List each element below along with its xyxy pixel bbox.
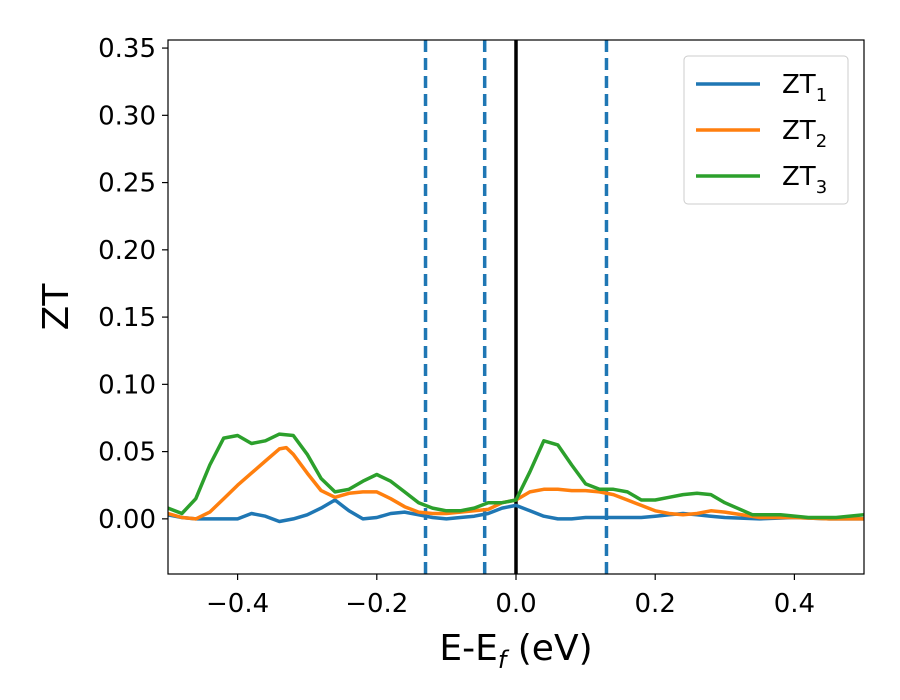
legend-label-zt1: ZT1 [782,70,827,106]
series-line-zt2 [168,445,864,521]
legend-label-sub: 1 [816,85,827,106]
x-axis-label: E-Ef (eV) [439,628,592,674]
series-layer [168,432,864,524]
y-tick-label: 0.00 [98,505,156,535]
legend-label-sub: 3 [816,177,827,198]
legend-label-zt2: ZT2 [782,116,827,152]
legend-label-sub: 2 [816,131,827,152]
y-tick-label: 0.10 [98,370,156,400]
y-axis: 0.00 0.05 0.10 0.15 0.20 0.25 0.30 0.35 [98,34,168,535]
series-line-zt3 [168,432,864,520]
y-tick-label: 0.25 [98,169,156,199]
x-tick-label: −0.2 [345,589,408,619]
y-axis-label: ZT [36,283,77,331]
y-tick-label: 0.30 [98,101,156,131]
x-tick-label: 0.0 [495,589,536,619]
reference-lines [423,40,609,574]
y-tick-label: 0.15 [98,303,156,333]
legend-label-main: ZT [782,116,816,146]
legend-label-main: ZT [782,70,816,100]
legend-label-zt3: ZT3 [782,162,827,198]
y-tick-label: 0.20 [98,236,156,266]
x-axis-label-main: E-E [439,628,497,669]
x-tick-label: 0.2 [635,589,676,619]
legend-frame [683,55,849,205]
y-tick-label: 0.35 [98,34,156,64]
legend-label-main: ZT [782,162,816,192]
y-tick-label: 0.05 [98,438,156,468]
x-tick-label: 0.4 [774,589,815,619]
x-axis-label-unit: (eV) [506,628,592,669]
x-tick-label: −0.4 [206,589,269,619]
x-axis: −0.4 −0.2 0.0 0.2 0.4 [206,574,815,619]
